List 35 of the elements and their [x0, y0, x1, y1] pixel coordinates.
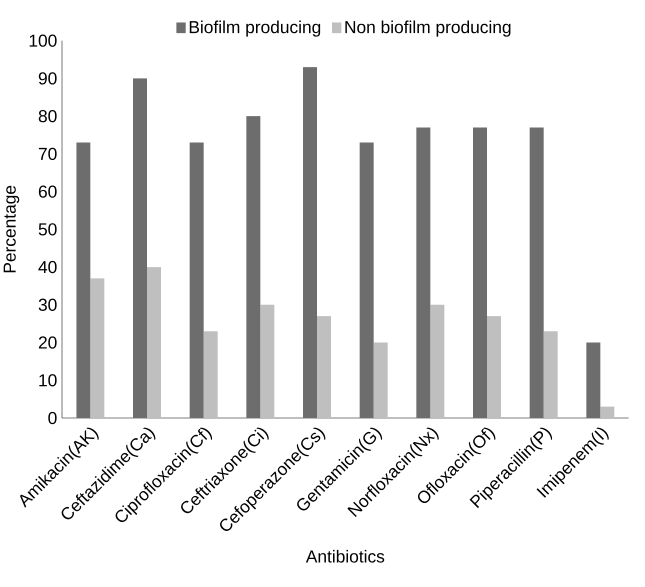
- bar: [416, 127, 430, 418]
- bar: [487, 316, 502, 418]
- bar: [147, 267, 162, 418]
- y-axis-title: Percentage: [4, 186, 20, 272]
- bar: [303, 67, 318, 418]
- bar: [600, 406, 614, 418]
- y-tick-label: 10: [39, 374, 57, 386]
- y-tick-label: 90: [38, 72, 57, 85]
- bar: [317, 316, 332, 418]
- bar: [204, 331, 218, 418]
- y-tick-label: 0: [48, 412, 57, 424]
- y-tick-label: 80: [38, 110, 57, 122]
- bar: [133, 78, 148, 418]
- bar: [544, 331, 558, 418]
- bar: [260, 304, 274, 418]
- bar: [586, 342, 600, 418]
- bar: [246, 116, 260, 418]
- bar: [473, 127, 488, 418]
- bar: [360, 142, 374, 418]
- bar: [190, 142, 204, 418]
- y-tick-label: 40: [38, 260, 57, 274]
- legend-label: Biofilm producing: [190, 20, 320, 37]
- legend-label: Non biofilm producing: [345, 20, 510, 37]
- y-tick-label: 50: [38, 223, 57, 236]
- bar: [90, 278, 104, 418]
- y-tick-label: 70: [38, 148, 57, 160]
- bar: [530, 127, 544, 418]
- bar: [374, 342, 388, 418]
- x-axis-title: Antibiotics: [306, 550, 384, 563]
- y-tick-label: 60: [38, 185, 57, 198]
- bar: [76, 142, 90, 418]
- bar: [430, 304, 444, 418]
- y-tick-label: 100: [30, 34, 57, 47]
- y-tick-label: 30: [38, 298, 57, 311]
- y-tick-label: 20: [38, 336, 57, 349]
